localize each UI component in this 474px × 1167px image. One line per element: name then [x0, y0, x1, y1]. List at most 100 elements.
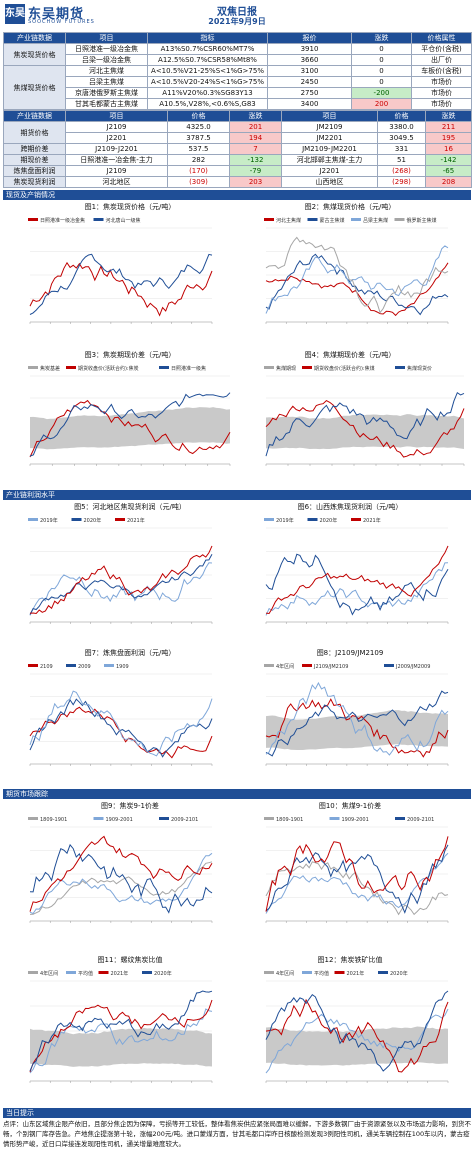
legend-item: 4年区间: [28, 970, 58, 977]
chart-title: 图9：焦炭9-1价差: [101, 802, 159, 810]
legend-item: 期货收盘价(活跃合约):焦煤: [302, 365, 375, 372]
item-cell: 甘其毛都蒙古主焦煤: [65, 98, 148, 110]
item-cell: 吕梁一级冶金焦: [65, 54, 148, 66]
series-line: [265, 236, 449, 314]
series-line: [265, 990, 449, 1072]
svg-text:2020年: 2020年: [390, 970, 408, 977]
category-cell: 期货价格: [3, 121, 66, 144]
legend-item: 2019年: [28, 517, 58, 524]
legend-item: 2009: [66, 664, 91, 670]
price-cell: (170): [167, 165, 230, 177]
chart-title: 图8：J2109/JM2109: [316, 649, 384, 657]
table-row: 吕梁一级冶金焦 A12.5%S0.7%CSR58%Mt8% 3660 0 出厂价: [4, 54, 472, 66]
svg-text:1809-1901: 1809-1901: [276, 817, 303, 823]
svg-text:2020年: 2020年: [154, 970, 172, 977]
table-row: 焦煤现货价格 河北主焦煤 A<10.5%V21-25%S<1%G>75% 3100 0 车…: [3, 65, 472, 110]
price-cell: 51: [377, 154, 426, 166]
chart-c12: 4年区间 平均值 2021年 2020年: [264, 970, 449, 1083]
svg-text:蒙古主焦煤: 蒙古主焦煤: [320, 217, 345, 224]
legend-item: 焦煤现货价: [395, 365, 432, 372]
futures-table: 产业链数据 项目 价格 涨跌 项目 价格 涨跌 期货价格 J2109 4325.0 201 JM21…: [3, 110, 472, 188]
chart-title: 图11：螺纹焦炭比值: [97, 956, 163, 964]
spec-cell: A11%V20%0.3%SG83Y13: [147, 87, 268, 99]
svg-text:河北主焦煤: 河北主焦煤: [276, 217, 301, 224]
change-cell: 211: [425, 121, 472, 133]
table-row: 焦炭现货价格 日照港准一级冶金焦 A13%S0.7%CSR60%MT7% 3910 0 平…: [3, 43, 472, 66]
svg-text:焦煤期现: 焦煤期现: [276, 365, 296, 372]
series-line: [29, 999, 213, 1073]
svg-text:2009-2101: 2009-2101: [407, 817, 434, 823]
item-cell: J2109: [65, 121, 168, 133]
category-cell: 期现价差: [3, 154, 66, 166]
svg-text:2021年: 2021年: [347, 970, 365, 977]
price-cell: (268): [377, 165, 426, 177]
series-line: [29, 1008, 213, 1074]
legend-item: 期货收盘价(活跃合约):焦炭: [66, 365, 139, 372]
series-line: [29, 990, 213, 1072]
attr-cell: 出厂价: [411, 54, 472, 66]
item-cell: J2201: [281, 165, 378, 177]
change-cell: 194: [229, 132, 282, 144]
report-title: 双焦日报: [217, 7, 257, 18]
company-name: 东吴期货: [28, 7, 85, 22]
series-line: [29, 562, 213, 616]
svg-text:2019年: 2019年: [276, 517, 294, 524]
change-cell: -142: [425, 154, 472, 166]
legend-item: 2021年: [98, 970, 128, 977]
item-cell: JM2109: [281, 121, 378, 133]
chart-c5: 2019年 2020年 2021年: [28, 517, 213, 624]
chart-c1: 日照港准一级冶金焦 河北唐山一级焦: [28, 217, 213, 324]
legend-item: 2019年: [264, 517, 294, 524]
attr-cell: 市场价: [411, 98, 472, 110]
legend-item: 平均值: [66, 970, 93, 977]
legend-item: 2009-2101: [395, 817, 434, 823]
item-cell: 日照港准一冶金焦-主力: [65, 154, 168, 166]
legend-item: 蒙古主焦煤: [307, 217, 345, 224]
series-line: [29, 399, 231, 458]
svg-text:2019年: 2019年: [40, 517, 58, 524]
header-cell: 涨跌: [425, 110, 472, 122]
change-cell: -132: [229, 154, 282, 166]
daily-comment: 点评：山东区域焦企限产依旧，且部分焦企因为保障，亏损等开工较低，整体看焦炭供应紧…: [3, 1120, 471, 1148]
legend-item: 2020年: [307, 517, 337, 524]
legend-item: J2009/JM2009: [384, 664, 430, 670]
price-cell: 2450: [267, 76, 352, 88]
legend-item: 1909-2001: [329, 817, 369, 823]
header-cell: 价格属性: [411, 32, 472, 44]
series-line: [29, 545, 213, 615]
header-cell: 项目: [281, 110, 378, 122]
chart-c7: 2109 2009 1909: [28, 664, 213, 766]
change-cell: 200: [351, 98, 412, 110]
svg-text:4年区间: 4年区间: [276, 663, 294, 670]
header-cell: 产业链数据: [3, 110, 66, 122]
series-line: [265, 861, 449, 916]
svg-text:俄罗斯主焦煤: 俄罗斯主焦煤: [407, 217, 437, 224]
change-cell: 16: [425, 143, 472, 155]
price-cell: 3910: [267, 43, 352, 55]
svg-text:平均值: 平均值: [78, 970, 93, 977]
change-cell: 0: [351, 54, 412, 66]
legend-item: 1809-1901: [264, 817, 303, 823]
svg-text:2020年: 2020年: [84, 517, 102, 524]
change-cell: 203: [229, 176, 282, 188]
series-line: [29, 690, 213, 757]
legend-item: 2021年: [334, 970, 365, 977]
series-line: [265, 253, 449, 316]
series-line: [265, 399, 465, 458]
spec-cell: A<10.5%V20-24%S<1%G>75%: [147, 76, 268, 88]
header-cell: 涨跌: [229, 110, 282, 122]
svg-text:1909: 1909: [116, 664, 129, 670]
svg-text:2009: 2009: [78, 664, 91, 670]
series-area: [30, 407, 230, 450]
svg-text:4年区间: 4年区间: [276, 970, 294, 977]
series-area: [266, 414, 464, 450]
svg-text:J2009/JM2009: J2009/JM2009: [395, 664, 430, 670]
category-cell: 焦炭现货利润: [3, 176, 66, 188]
legend-item: 2020年: [71, 517, 102, 524]
header-cell: 指标: [147, 32, 268, 44]
price-cell: 3400: [267, 98, 352, 110]
item-cell: JM2109-JM2201: [281, 143, 378, 155]
table-header-row: 产业链数据 项目 价格 涨跌 项目 价格 涨跌: [3, 110, 472, 122]
item-cell: 河北主焦煤: [65, 65, 148, 77]
